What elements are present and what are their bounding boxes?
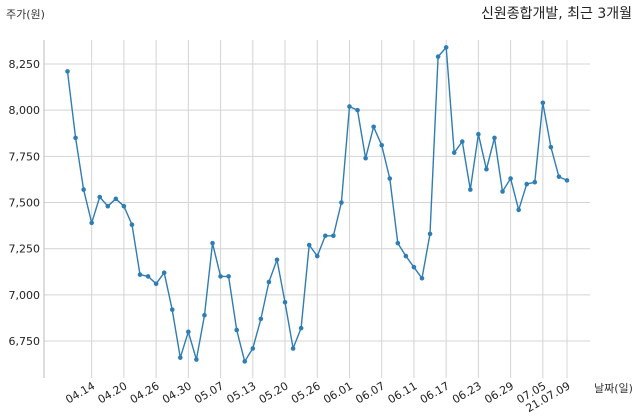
data-point	[266, 279, 272, 285]
x-tick-label: 06.17	[418, 379, 452, 406]
data-point	[556, 174, 562, 179]
x-tick-label: 06.29	[482, 379, 516, 406]
data-point	[250, 346, 256, 351]
data-point	[194, 357, 199, 362]
data-point	[540, 100, 546, 106]
data-point	[186, 329, 191, 335]
data-point	[218, 274, 223, 279]
data-point	[89, 220, 94, 226]
y-tick-label: 7,750	[9, 150, 41, 163]
data-point	[500, 189, 505, 194]
data-point	[169, 307, 175, 312]
x-axis-label: 날짜(일)	[594, 381, 633, 395]
data-point	[210, 240, 215, 246]
data-point	[508, 176, 513, 181]
y-tick-label: 7,000	[9, 289, 41, 302]
y-tick-label: 6,750	[9, 335, 41, 348]
y-tick-label: 8,250	[9, 58, 41, 71]
data-point	[363, 155, 368, 161]
x-tick-label: 06.11	[386, 379, 420, 406]
grid-lines	[44, 40, 590, 378]
data-point	[323, 233, 328, 239]
data-point	[459, 139, 465, 144]
x-tick-label: 05.13	[225, 379, 259, 406]
data-point	[105, 203, 111, 209]
data-point	[516, 207, 521, 213]
data-point	[339, 200, 344, 205]
data-point	[403, 253, 409, 259]
x-tick-label: 04.20	[96, 379, 130, 406]
data-point	[290, 346, 296, 351]
data-point	[137, 272, 143, 277]
y-tick-label: 7,250	[9, 243, 41, 256]
data-point	[371, 124, 376, 130]
data-point	[564, 178, 570, 183]
data-point	[468, 187, 473, 192]
x-axis-ticks: 04.1404.2004.2604.3005.0705.1305.2005.26…	[63, 379, 572, 415]
x-tick-label: 05.07	[192, 379, 226, 406]
data-point	[387, 176, 393, 181]
data-point	[274, 257, 280, 263]
data-point	[355, 107, 360, 113]
x-tick-label: 04.30	[160, 379, 194, 406]
data-point	[97, 194, 103, 200]
data-point	[65, 69, 70, 74]
x-tick-label: 05.20	[257, 379, 291, 406]
y-axis-ticks: 6,750 7,000 7,250 7,500 7,750 8,000 8,250	[9, 58, 41, 348]
y-tick-label: 8,000	[9, 104, 41, 117]
data-point	[427, 231, 433, 237]
data-point	[492, 135, 497, 141]
data-point	[524, 181, 530, 187]
data-point	[419, 275, 425, 281]
data-point	[476, 131, 481, 137]
data-point	[73, 135, 78, 141]
data-point	[548, 144, 554, 150]
data-point	[161, 270, 167, 276]
data-point	[443, 45, 449, 50]
x-tick-label: 04.26	[128, 379, 162, 406]
data-point	[145, 274, 151, 279]
data-point	[153, 281, 159, 287]
data-point	[129, 222, 135, 227]
data-point	[314, 253, 320, 259]
data-point	[113, 196, 119, 202]
data-point	[282, 299, 288, 305]
x-tick-label: 06.01	[321, 379, 355, 406]
data-point	[451, 150, 457, 155]
data-point	[177, 355, 183, 360]
data-point	[484, 166, 489, 172]
data-point	[347, 104, 352, 109]
x-tick-label: 06.23	[450, 379, 484, 406]
data-point	[202, 312, 207, 318]
data-point	[298, 325, 304, 331]
data-point	[411, 264, 417, 270]
x-tick-label: 06.07	[353, 379, 387, 406]
price-points	[65, 45, 570, 364]
data-point	[242, 359, 248, 364]
data-point	[258, 316, 264, 322]
x-tick-label: 04.14	[63, 379, 97, 406]
data-point	[435, 54, 441, 59]
x-tick-label: 05.26	[289, 379, 323, 406]
data-point	[81, 187, 86, 192]
data-point	[121, 203, 127, 209]
data-point	[532, 179, 538, 185]
data-point	[226, 274, 231, 279]
chart-title: 신원종합개발, 최근 3개월	[481, 6, 632, 22]
data-point	[395, 240, 401, 246]
y-axis-label: 주가(원)	[6, 8, 45, 21]
data-point	[234, 327, 239, 333]
data-point	[331, 233, 336, 239]
y-tick-label: 7,500	[9, 197, 41, 210]
data-point	[306, 242, 312, 248]
data-point	[379, 142, 385, 148]
